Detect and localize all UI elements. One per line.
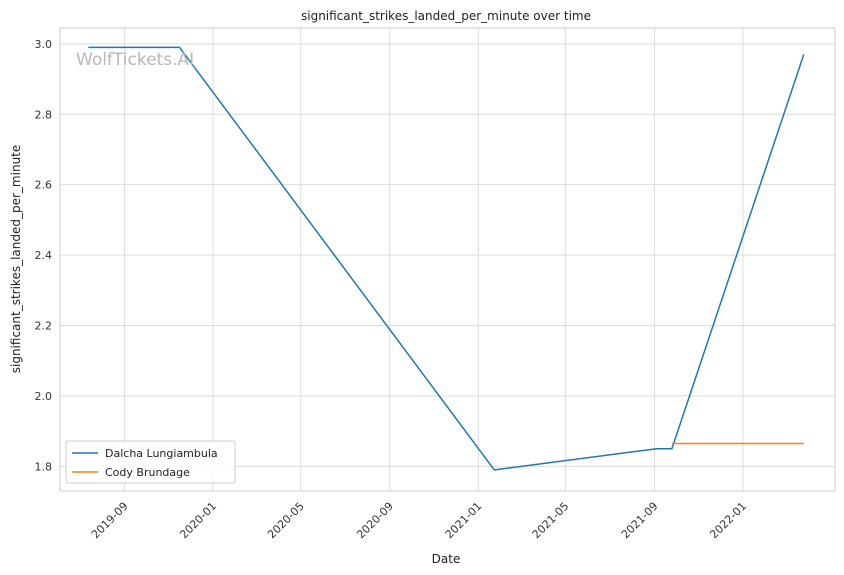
watermark-text: WolfTickets.AI: [76, 50, 194, 70]
plot-area: [59, 27, 836, 492]
y-tick-label: 2.2: [35, 320, 53, 333]
x-tick-label: 2021-05: [530, 500, 572, 542]
x-tick-label: 2021-09: [619, 500, 661, 542]
y-tick-label: 2.4: [35, 249, 53, 262]
series-lines: [88, 46, 805, 471]
series-line-1: [88, 46, 805, 471]
chart-title: significant_strikes_landed_per_minute ov…: [301, 9, 591, 23]
legend-label: Dalcha Lungiambula: [105, 447, 218, 460]
x-tick-label: 2022-01: [707, 500, 749, 542]
legend: Dalcha Lungiambula Cody Brundage: [65, 440, 236, 484]
legend-label: Cody Brundage: [105, 466, 190, 479]
x-tick-label: 2020-05: [265, 500, 307, 542]
y-tick-label: 3.0: [35, 38, 53, 51]
y-tick-label: 1.8: [35, 460, 53, 473]
y-tick-label: 2.8: [35, 108, 53, 121]
x-axis-label: Date: [432, 552, 461, 566]
grid-lines: [60, 28, 835, 491]
x-tick-label: 2020-09: [354, 500, 396, 542]
legend-box: [65, 440, 236, 484]
y-axis-ticks: 1.8 2.0 2.2 2.4 2.6 2.8 3.0: [35, 38, 53, 474]
x-axis-ticks: 2019-09 2020-01 2020-05 2020-09 2021-01 2021-…: [89, 500, 749, 542]
x-tick-label: 2021-01: [443, 500, 485, 542]
x-tick-label: 2020-01: [177, 500, 219, 542]
x-tick-label: 2019-09: [89, 500, 131, 542]
y-tick-label: 2.0: [35, 390, 53, 403]
y-tick-label: 2.6: [35, 179, 53, 192]
y-axis-label: significant_strikes_landed_per_minute: [9, 145, 23, 374]
